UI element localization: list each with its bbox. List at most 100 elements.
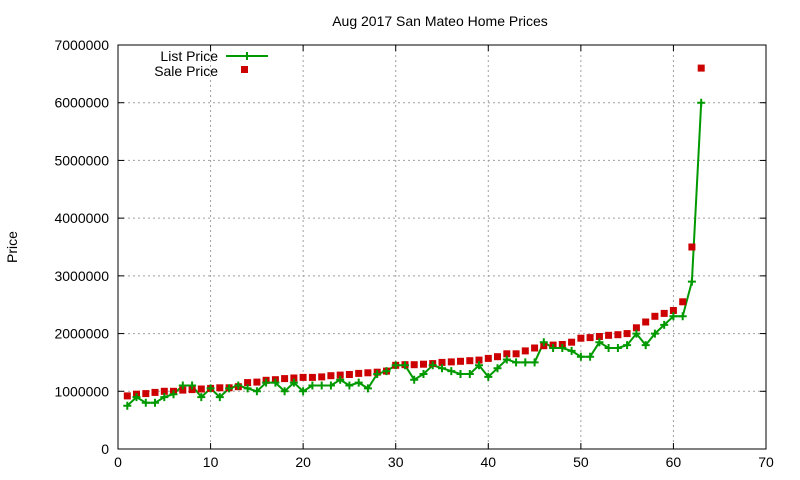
x-tick-label: 20 <box>295 454 311 470</box>
y-tick-label: 2000000 <box>54 326 109 342</box>
list-price-point <box>225 384 234 393</box>
sale-price-point <box>290 374 298 382</box>
sale-price-point <box>123 392 131 400</box>
y-tick-label: 7000000 <box>54 37 109 53</box>
list-price-point <box>595 338 604 347</box>
list-price-point <box>345 381 354 390</box>
plot-area-border <box>117 44 767 450</box>
sale-price-point <box>151 388 159 396</box>
list-price-point <box>456 370 465 378</box>
list-price-point <box>484 372 493 381</box>
list-price-point <box>299 387 308 396</box>
sale-price-point <box>484 354 492 362</box>
sale-price-point <box>308 373 316 381</box>
sale-price-point <box>568 338 576 346</box>
list-price-point <box>669 312 678 321</box>
sale-price-point <box>457 357 464 365</box>
list-price-point <box>687 277 696 286</box>
list-price-point <box>151 398 159 407</box>
sale-price-point <box>364 369 372 377</box>
series-layer <box>123 64 706 410</box>
y-tick-label: 1000000 <box>54 383 109 399</box>
list-price-point <box>234 381 243 390</box>
sale-price-point <box>632 324 640 332</box>
sale-price-point <box>355 369 363 377</box>
sale-price-point <box>503 350 511 358</box>
sale-price-point <box>420 360 427 368</box>
list-price-point <box>428 361 437 370</box>
list-price-point <box>262 378 271 387</box>
chart-title: Aug 2017 San Mateo Home Prices <box>332 13 548 29</box>
list-price-point <box>132 393 141 402</box>
list-price-point <box>363 384 372 393</box>
legend: List Price Sale Price <box>154 48 268 79</box>
list-price-point <box>567 346 576 355</box>
list-price-point <box>410 375 419 384</box>
list-price-point <box>197 393 206 402</box>
sale-price-point <box>216 384 224 392</box>
list-price-line <box>126 102 703 407</box>
list-price-point <box>697 98 706 107</box>
sale-price-point <box>494 353 501 361</box>
sale-price-point <box>679 298 687 306</box>
list-price-point <box>549 344 558 352</box>
list-price-point <box>382 367 391 376</box>
grid <box>118 45 766 449</box>
sale-price-point <box>595 333 603 340</box>
list-price-point <box>289 378 298 387</box>
axis-ticks <box>117 44 767 450</box>
sale-price-point <box>623 330 631 338</box>
list-price-point <box>141 398 150 407</box>
list-price-point <box>558 344 567 352</box>
list-price-point <box>336 375 345 384</box>
list-price-point <box>576 352 585 361</box>
list-price-point <box>326 381 335 390</box>
list-price-point <box>678 312 687 321</box>
list-price-point <box>317 381 326 390</box>
list-price-point <box>632 329 641 338</box>
y-tick-label: 4000000 <box>54 210 109 226</box>
sale-price-point <box>299 373 307 381</box>
sale-price-point <box>651 312 659 320</box>
sale-price-point <box>327 372 335 380</box>
list-price-point <box>438 364 446 373</box>
list-price-point <box>308 381 317 390</box>
list-price-point <box>243 384 252 393</box>
list-price-point <box>215 393 224 402</box>
legend-marker-sale-price <box>241 66 248 73</box>
y-tick-label: 5000000 <box>54 152 109 168</box>
list-price-point <box>521 358 530 367</box>
sale-price-point <box>586 334 594 342</box>
y-axis-label: Price <box>4 231 20 263</box>
list-price-point <box>391 361 400 370</box>
sale-price-point <box>466 357 474 365</box>
sale-price-point <box>475 356 483 364</box>
sale-price-point <box>345 371 353 378</box>
sale-price-point <box>642 318 650 326</box>
list-price-point <box>206 384 215 393</box>
list-price-point <box>401 361 409 370</box>
list-price-point <box>623 341 632 350</box>
sale-price-point <box>336 371 344 379</box>
list-price-point <box>475 361 483 370</box>
list-price-point <box>502 355 511 364</box>
sale-price-point <box>447 358 455 366</box>
sale-price-point <box>142 390 150 398</box>
list-price-point <box>641 341 650 350</box>
x-tick-label: 30 <box>388 454 404 470</box>
x-tick-label: 60 <box>666 454 682 470</box>
sale-price-point <box>688 243 696 251</box>
list-price-point <box>604 344 613 352</box>
x-tick-label: 40 <box>480 454 496 470</box>
sale-price-point <box>605 331 613 339</box>
sale-price-point <box>188 386 196 394</box>
list-price-point <box>188 381 197 390</box>
y-tick-labels: 0 1000000 2000000 3000000 4000000 5000000 6000… <box>54 37 109 457</box>
sale-price-point <box>512 350 520 358</box>
sale-price-point <box>197 385 205 393</box>
y-tick-label: 3000000 <box>54 268 109 284</box>
sale-price-point <box>438 358 446 366</box>
list-price-point <box>530 358 539 367</box>
sale-price-point <box>614 331 622 339</box>
